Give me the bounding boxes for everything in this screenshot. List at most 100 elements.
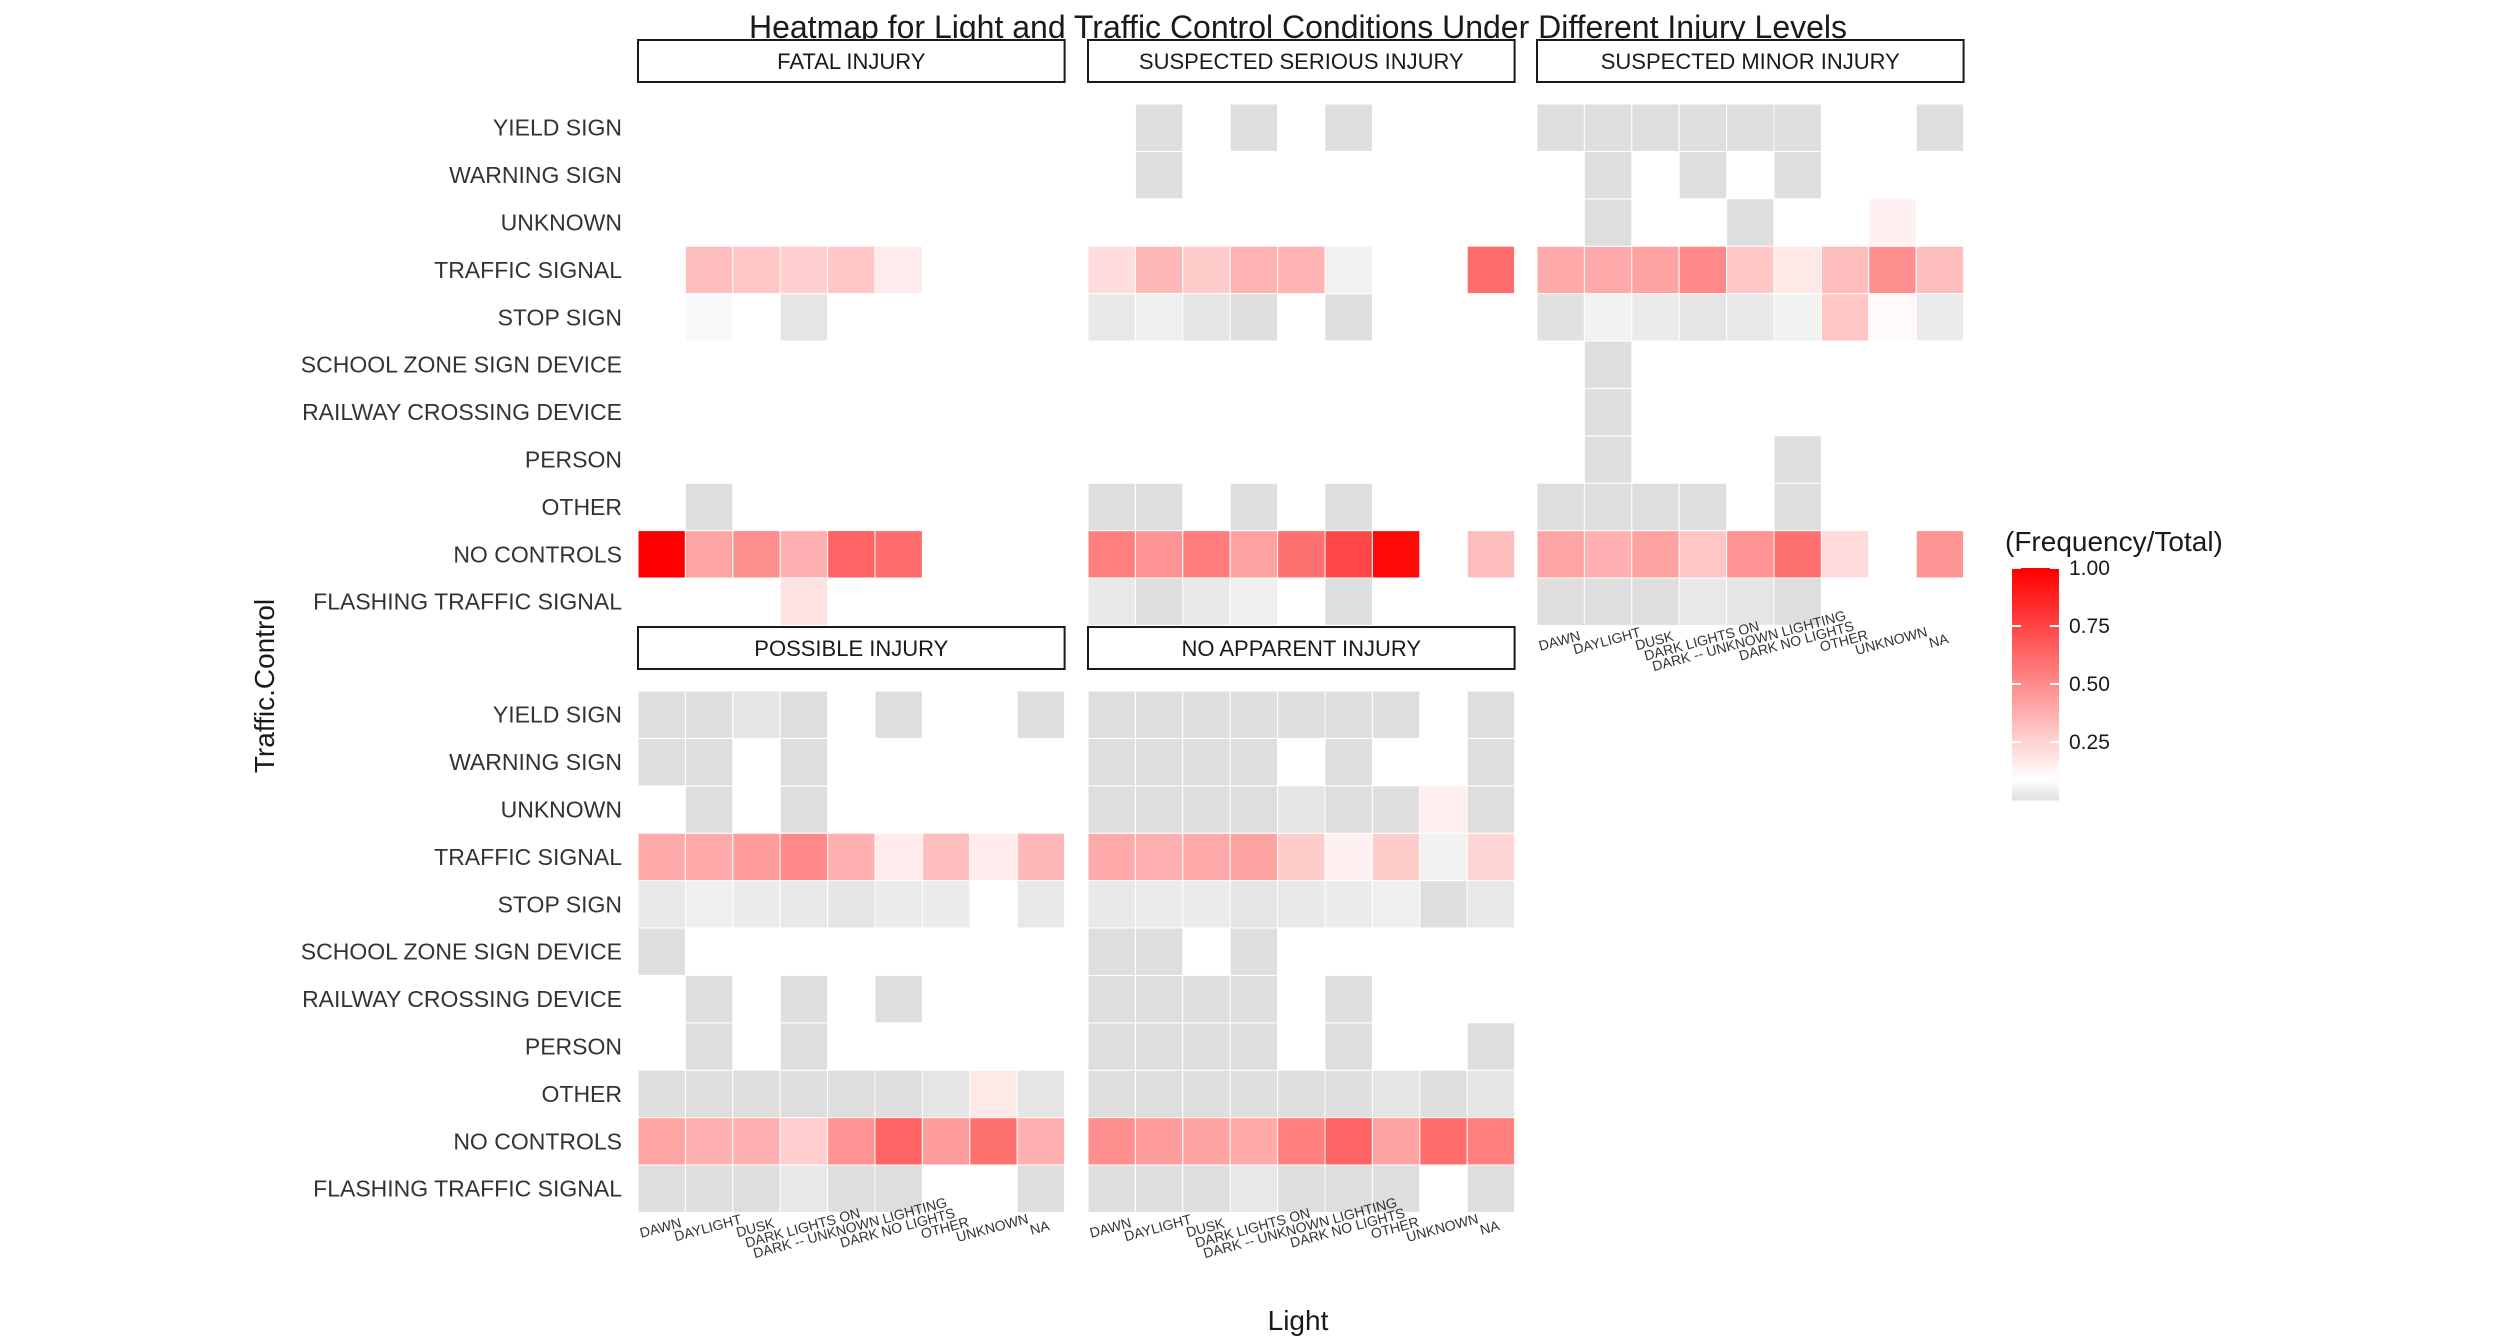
heatmap-cell	[1820, 245, 1870, 295]
x-tick-label: DAYLIGHT	[1122, 1211, 1193, 1244]
heatmap-cell	[779, 690, 829, 739]
heatmap-cell	[779, 737, 829, 787]
facet-strip	[1087, 626, 1516, 670]
heatmap-cell	[1229, 482, 1279, 532]
legend-tick-label: 0.50	[2069, 673, 2110, 696]
heatmap-cell	[921, 880, 971, 929]
facet-strip-label: NO APPARENT INJURY	[1181, 636, 1421, 661]
heatmap-cell	[1583, 530, 1633, 579]
heatmap-cell	[1536, 482, 1585, 532]
heatmap-cell	[1182, 1164, 1231, 1213]
heatmap-cell	[1371, 530, 1421, 579]
heatmap-cell	[684, 245, 734, 295]
legend-color-step	[2012, 711, 2059, 716]
panels-layer: FATAL INJURY FLASHING TRAFFIC SIGNAL NO CO…	[301, 39, 1965, 1261]
heatmap-cell	[1016, 1069, 1066, 1119]
legend-color-step	[2012, 614, 2059, 619]
legend-color-step	[2012, 637, 2059, 643]
heatmap-cell	[1773, 577, 1822, 626]
y-tick-label: FLASHING TRAFFIC SIGNAL	[313, 1176, 622, 1202]
legend-color-step	[2012, 738, 2059, 743]
heatmap-cell	[1229, 974, 1279, 1024]
legend-color-step	[2012, 672, 2059, 677]
facet-strip-label: FATAL INJURY	[777, 49, 926, 74]
heatmap-cell	[732, 530, 781, 579]
heatmap-cell	[1371, 832, 1421, 882]
legend-color-step	[2012, 606, 2059, 612]
y-tick-label: OTHER	[542, 494, 623, 520]
heatmap-cell	[1868, 198, 1917, 247]
heatmap-cell	[1915, 103, 1965, 152]
heatmap-cell	[1773, 103, 1822, 152]
heatmap-cell	[1583, 387, 1633, 437]
legend-colorbar	[2012, 568, 2059, 801]
facet-strip-label: SUSPECTED MINOR INJURY	[1601, 49, 1900, 74]
heatmap-cell	[684, 785, 734, 834]
heatmap-cell	[1134, 577, 1184, 626]
heatmap-cell	[1536, 577, 1585, 626]
facet-strip	[637, 626, 1066, 670]
heatmap-cell	[1134, 1117, 1184, 1166]
heatmap-cell	[874, 1117, 923, 1166]
legend-color-step	[2012, 714, 2059, 720]
legend-color-step	[2012, 757, 2059, 762]
heatmap-cell	[1087, 1164, 1136, 1213]
heatmap-cell	[684, 530, 734, 579]
heatmap-cell	[1678, 150, 1728, 200]
heatmap-cell	[684, 482, 734, 532]
legend-color-step	[2012, 629, 2059, 635]
legend-ticks: 0.25 0.50 0.75 1.00	[2012, 557, 2110, 754]
heatmap-cell	[732, 690, 781, 739]
legend-color-step	[2012, 583, 2059, 588]
y-tick-label: STOP SIGN	[498, 304, 622, 330]
heatmap-cell	[1182, 974, 1231, 1024]
legend-color-step	[2012, 571, 2059, 577]
heatmap-cell	[684, 690, 734, 739]
legend-color-step	[2012, 780, 2059, 786]
legend-color-step	[2012, 749, 2059, 755]
legend-color-step	[2012, 784, 2059, 789]
heatmap-cell	[1773, 482, 1822, 532]
heatmap-cell	[1229, 737, 1279, 787]
heatmap-cell	[1229, 927, 1279, 976]
heatmap-cell	[1820, 530, 1870, 579]
x-tick-label: NA	[1927, 630, 1951, 651]
heatmap-cell	[1016, 832, 1066, 882]
heatmap-cell	[732, 832, 781, 882]
y-tick-label: YIELD SIGN	[493, 702, 622, 728]
heatmap-cell	[921, 1069, 971, 1119]
y-axis-title: Traffic.Control	[249, 599, 280, 773]
heatmap-cell	[1915, 245, 1965, 295]
heatmap-cell	[1229, 245, 1279, 295]
heatmap-cell	[779, 1117, 829, 1166]
heatmap-cell	[779, 293, 829, 342]
heatmap-cell	[1134, 530, 1184, 579]
heatmap-cell	[684, 832, 734, 882]
heatmap-cell	[1678, 245, 1728, 295]
heatmap-cell	[1229, 577, 1279, 626]
legend-color-step	[2012, 668, 2059, 673]
heatmap-cell	[1087, 577, 1136, 626]
heatmap-cell	[1324, 530, 1373, 579]
heatmap-cell	[1915, 293, 1965, 342]
heatmap-cell	[1583, 435, 1633, 484]
heatmap-cell	[779, 1164, 829, 1213]
heatmap-cell	[1868, 293, 1917, 342]
legend-color-step	[2012, 734, 2059, 739]
y-tick-label: STOP SIGN	[498, 891, 622, 917]
heatmap-cell	[1773, 150, 1822, 200]
heatmap-cell	[1324, 1117, 1373, 1166]
legend-color-step	[2012, 753, 2059, 759]
heatmap-cell	[1726, 245, 1775, 295]
heatmap-cell	[1229, 293, 1279, 342]
legend-color-step	[2012, 699, 2059, 704]
heatmap-cell	[779, 577, 829, 626]
heatmap-cell	[1182, 690, 1231, 739]
heatmap-cell	[684, 1069, 734, 1119]
heatmap-cell	[1466, 1164, 1516, 1213]
heatmap-cell	[1087, 1022, 1136, 1071]
heatmap-cell	[1134, 1069, 1184, 1119]
facet-strip-label: SUSPECTED SERIOUS INJURY	[1139, 49, 1464, 74]
heatmap-cell	[684, 1117, 734, 1166]
